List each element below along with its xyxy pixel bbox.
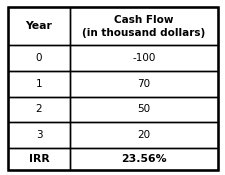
Bar bbox=[8, 45, 70, 71]
Text: 50: 50 bbox=[137, 104, 151, 114]
Text: 3: 3 bbox=[36, 130, 42, 140]
Text: -100: -100 bbox=[132, 53, 156, 63]
Bar bbox=[8, 71, 70, 97]
Bar bbox=[70, 45, 218, 71]
Bar bbox=[70, 71, 218, 97]
Text: Year: Year bbox=[25, 21, 52, 31]
Text: 1: 1 bbox=[36, 79, 42, 89]
Bar bbox=[8, 148, 70, 170]
Text: 70: 70 bbox=[137, 79, 151, 89]
Bar bbox=[8, 122, 70, 148]
Text: IRR: IRR bbox=[29, 154, 49, 164]
Text: 2: 2 bbox=[36, 104, 42, 114]
Bar bbox=[70, 148, 218, 170]
Text: 0: 0 bbox=[36, 53, 42, 63]
Bar bbox=[8, 97, 70, 122]
Text: 20: 20 bbox=[137, 130, 151, 140]
Bar bbox=[8, 7, 70, 45]
Bar bbox=[70, 7, 218, 45]
Text: Cash Flow
(in thousand dollars): Cash Flow (in thousand dollars) bbox=[82, 15, 206, 38]
Text: 23.56%: 23.56% bbox=[121, 154, 167, 164]
Bar bbox=[70, 97, 218, 122]
Bar bbox=[70, 122, 218, 148]
